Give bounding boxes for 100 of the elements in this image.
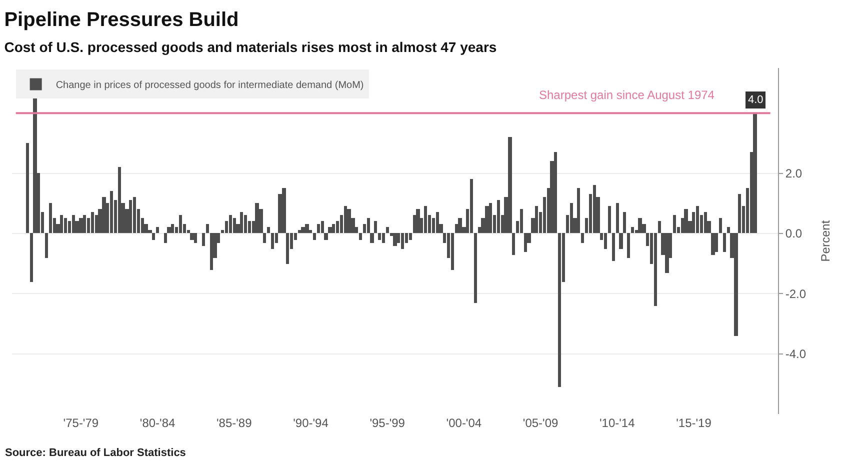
bar: [206, 224, 209, 233]
bar: [581, 233, 584, 243]
y-tick-label: 2.0: [785, 166, 802, 180]
x-tick-label: '95-'99: [370, 416, 406, 430]
bar: [64, 218, 67, 233]
bar: [577, 188, 580, 233]
bar: [638, 218, 642, 233]
x-tick-label: '80-'84: [140, 416, 176, 430]
x-tick-label: '75-'79: [63, 416, 99, 430]
bar: [520, 209, 523, 233]
bar: [102, 197, 106, 233]
bar: [167, 227, 171, 233]
bar: [271, 233, 274, 249]
bar: [229, 215, 232, 233]
x-tick-label: '90-'94: [293, 416, 329, 430]
bar: [26, 143, 29, 233]
chart-subtitle: Cost of U.S. processed goods and materials rises most in almost 47 years: [4, 38, 497, 55]
y-tick-label: 0.0: [785, 226, 802, 241]
legend-label: Change in prices of processed goods for intermediate demand (MoM): [56, 80, 364, 92]
x-tick-label: '85-'89: [216, 416, 252, 430]
bar: [244, 215, 247, 233]
bar: [696, 206, 699, 233]
x-tick-label: '00-'04: [446, 416, 482, 430]
bar: [171, 224, 174, 233]
bar: [558, 233, 561, 387]
bar: [393, 233, 397, 246]
bar: [347, 209, 351, 233]
bar: [458, 218, 462, 233]
bar: [554, 152, 557, 233]
bar: [704, 212, 707, 233]
bar: [118, 167, 121, 233]
bar: [49, 203, 52, 233]
bar: [401, 233, 404, 249]
bar: [60, 215, 63, 233]
bar: [616, 203, 619, 233]
bar: [344, 206, 347, 233]
bar: [738, 194, 741, 233]
bar: [72, 215, 75, 233]
bar: [451, 233, 454, 270]
bar: [470, 179, 473, 233]
bar: [665, 233, 669, 273]
bar: [129, 200, 132, 233]
bar: [79, 218, 83, 233]
bar: [753, 113, 757, 233]
bar: [301, 227, 305, 233]
bar: [194, 233, 197, 243]
bar: [378, 233, 381, 240]
y-axis-title: Percent: [818, 220, 832, 262]
chart-title: Pipeline Pressures Build: [4, 8, 239, 31]
bar: [156, 227, 159, 233]
bar: [604, 233, 607, 249]
bar: [608, 206, 611, 233]
bar: [305, 224, 309, 233]
bar: [91, 212, 94, 233]
bar: [359, 233, 362, 240]
bar: [723, 233, 726, 252]
bar: [255, 203, 259, 233]
bar: [570, 203, 573, 233]
bar: [240, 212, 243, 233]
y-tick-label: -2.0: [785, 286, 806, 301]
bar: [627, 233, 630, 258]
bar: [715, 233, 718, 252]
bar: [535, 206, 538, 233]
bar: [593, 185, 596, 233]
bar: [727, 227, 730, 233]
bar: [33, 98, 37, 233]
bar: [313, 233, 316, 240]
bar: [332, 224, 335, 233]
bar: [631, 227, 634, 233]
x-tick-label: '05-'09: [522, 416, 558, 430]
bar: [30, 233, 33, 282]
bar: [133, 197, 136, 233]
bar: [654, 233, 657, 306]
bar: [324, 233, 328, 240]
y-tick-label: -4.0: [785, 347, 806, 362]
bar: [623, 212, 626, 233]
bar: [286, 233, 289, 264]
bar: [684, 209, 688, 233]
bar: [190, 233, 194, 240]
bar: [673, 215, 676, 233]
bar: [233, 218, 236, 233]
bar: [83, 215, 86, 233]
bar: [210, 233, 213, 270]
bar: [263, 233, 266, 243]
bar: [370, 233, 374, 243]
bar: [267, 227, 270, 233]
bar: [328, 227, 332, 233]
bar: [424, 206, 427, 233]
bar: [202, 233, 205, 246]
bar: [298, 230, 301, 233]
bar: [152, 233, 155, 240]
bar: [321, 221, 324, 233]
bar: [508, 137, 512, 233]
bar: [382, 233, 385, 243]
bar: [489, 203, 492, 233]
bar: [658, 221, 661, 233]
bar: [474, 233, 477, 303]
x-tick-label: '15-'19: [676, 416, 712, 430]
bar: [711, 233, 715, 255]
data-label: 4.0: [748, 94, 764, 106]
